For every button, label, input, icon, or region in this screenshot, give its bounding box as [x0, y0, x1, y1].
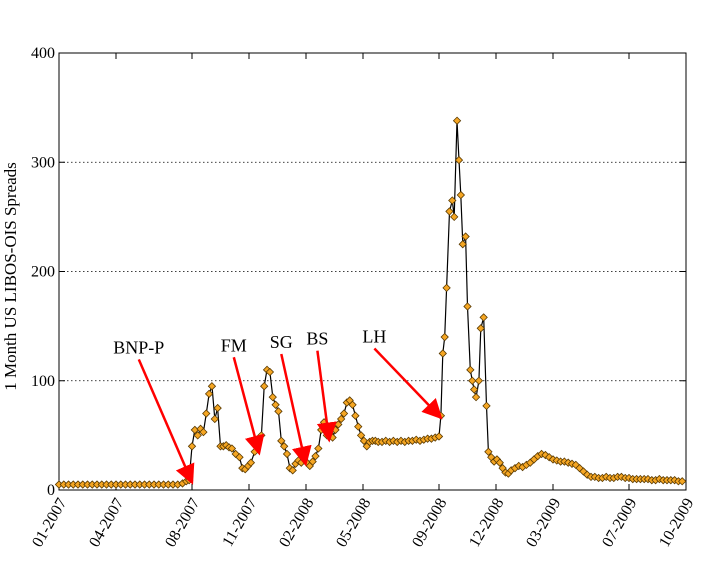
- data-point: [495, 458, 504, 467]
- x-tick-label: 12-2008: [466, 496, 507, 551]
- x-tick-label: 04-2007: [86, 496, 127, 551]
- data-point: [450, 212, 459, 222]
- annotation-arrow: [232, 356, 265, 456]
- y-axis: 0 100 200 300 400: [31, 45, 686, 499]
- data-point: [246, 458, 256, 467]
- data-point: [336, 414, 346, 424]
- y-axis-title: 1 Month US LIBOS-OIS Spreads: [1, 162, 20, 391]
- data-point: [204, 389, 214, 399]
- x-tick-label: 02-2008: [276, 496, 317, 551]
- data-point: [268, 392, 277, 402]
- spread-series-markers: [54, 116, 687, 489]
- y-tick-label: 100: [31, 373, 55, 390]
- data-point: [461, 232, 470, 241]
- annotation-label: SG: [270, 332, 293, 352]
- data-point: [440, 332, 449, 342]
- x-tick-label: 11-2007: [219, 496, 260, 550]
- data-point: [314, 444, 323, 453]
- data-point: [458, 240, 467, 249]
- x-tick-label: 08-2007: [162, 496, 203, 551]
- data-point: [311, 451, 320, 461]
- data-point: [583, 470, 592, 479]
- x-tick-label: 05-2008: [333, 496, 374, 551]
- data-point: [434, 432, 444, 441]
- annotation-arrow: [137, 358, 195, 485]
- spread-series-line: [59, 120, 683, 486]
- data-point: [265, 367, 275, 377]
- data-point: [545, 453, 554, 462]
- y-tick-label: 0: [47, 482, 55, 499]
- data-point: [454, 155, 464, 165]
- data-point: [456, 190, 466, 200]
- data-point: [213, 403, 222, 413]
- x-tick-label: 01-2007: [29, 496, 70, 551]
- annotation-arrow: [373, 347, 443, 420]
- data-point: [469, 385, 479, 394]
- data-point: [193, 431, 202, 440]
- data-point: [187, 442, 197, 451]
- data-point: [471, 392, 481, 402]
- data-point: [474, 376, 484, 385]
- data-point: [442, 283, 451, 293]
- annotation-label: LH: [362, 327, 386, 347]
- data-point: [468, 376, 477, 385]
- grid-lines: [59, 161, 686, 382]
- annotation-arrow: [316, 350, 337, 443]
- data-point: [354, 422, 363, 431]
- data-point: [348, 400, 357, 409]
- data-point: [484, 447, 493, 456]
- data-point: [678, 477, 687, 486]
- data-point: [317, 425, 326, 435]
- annotation-label: BS: [306, 329, 328, 349]
- data-point: [288, 466, 297, 475]
- data-point: [279, 442, 289, 451]
- event-annotations: BNP-P FM SG BS LH: [113, 327, 443, 485]
- y-tick-label: 400: [31, 45, 55, 62]
- data-point: [207, 382, 217, 391]
- data-point: [448, 196, 457, 205]
- data-point: [482, 401, 491, 411]
- data-point: [541, 450, 550, 460]
- annotation-label: BNP-P: [113, 337, 164, 357]
- annotation-arrow: [280, 353, 312, 467]
- data-point: [227, 444, 237, 453]
- data-point: [359, 436, 369, 446]
- x-tick-label: 03-2009: [523, 496, 564, 551]
- y-tick-label: 200: [31, 264, 55, 281]
- data-point: [271, 400, 280, 409]
- data-point: [356, 431, 366, 440]
- y-tick-label: 300: [31, 154, 55, 171]
- x-tick-label: 07-2009: [599, 496, 640, 551]
- data-point: [463, 302, 472, 311]
- annotation-label: FM: [221, 335, 247, 355]
- x-tick-label: 10-2009: [656, 496, 697, 551]
- data-point: [199, 427, 208, 437]
- data-point: [282, 449, 292, 459]
- data-point: [479, 313, 488, 322]
- data-point: [476, 324, 485, 333]
- data-point: [235, 453, 244, 462]
- data-point: [351, 411, 360, 420]
- data-point: [339, 409, 349, 418]
- data-point: [445, 207, 454, 216]
- data-point: [274, 407, 283, 416]
- data-point: [202, 409, 211, 418]
- data-point: [452, 116, 462, 125]
- data-point: [277, 436, 286, 446]
- data-point: [438, 349, 447, 358]
- x-tick-label: 09-2008: [409, 496, 450, 551]
- data-point: [466, 365, 475, 374]
- data-point: [260, 382, 269, 391]
- data-point: [210, 414, 219, 424]
